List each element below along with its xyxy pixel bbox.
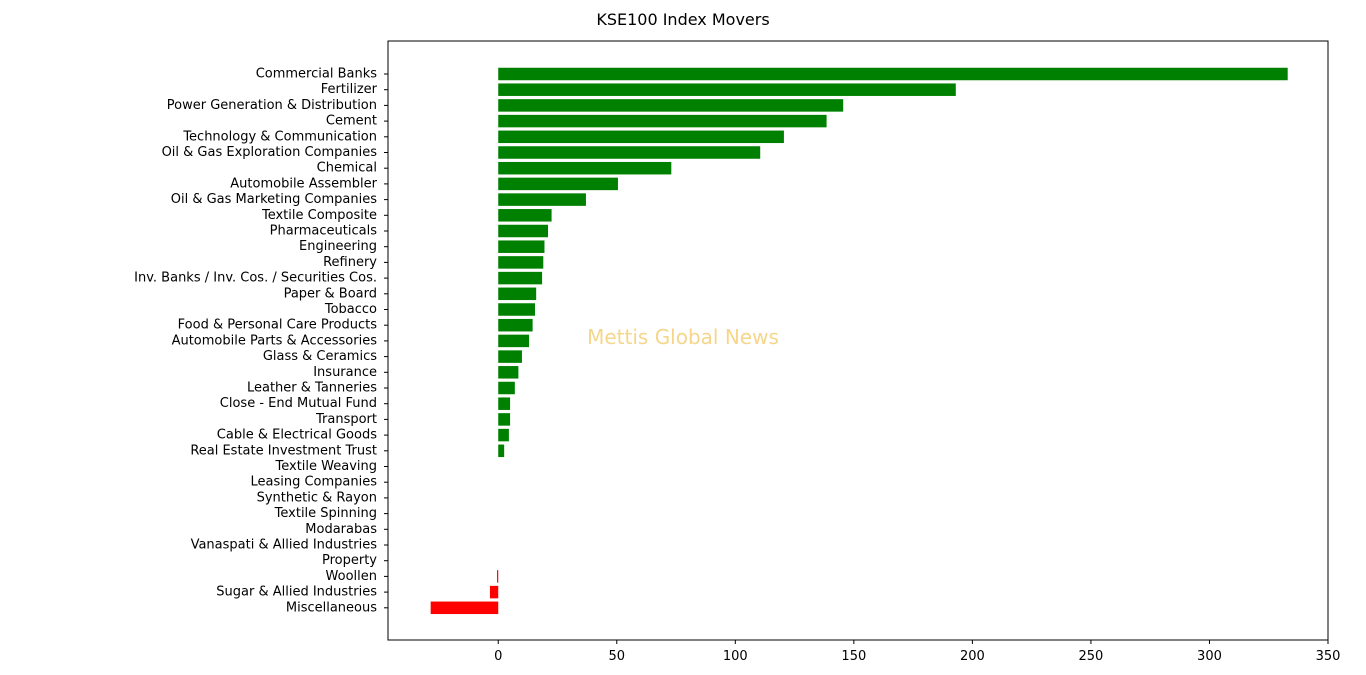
bar [498, 161, 672, 175]
y-tick-label: Oil & Gas Marketing Companies [171, 192, 377, 207]
y-tick-label: Vanaspati & Allied Industries [191, 538, 378, 553]
y-tick-label: Paper & Board [284, 286, 377, 301]
bar [498, 287, 537, 301]
bar [498, 99, 844, 112]
y-tick-label: Inv. Banks / Inv. Cos. / Securities Cos. [134, 271, 377, 286]
y-tick-label: Textile Spinning [274, 506, 377, 521]
bar [498, 271, 543, 285]
bar [498, 303, 535, 316]
y-tick-label: Automobile Assembler [230, 176, 377, 191]
bar [498, 318, 533, 332]
y-tick-label: Leasing Companies [250, 475, 377, 490]
y-tick-label: Leather & Tanneries [247, 381, 377, 396]
x-tick-label: 250 [1079, 649, 1104, 664]
bar [498, 397, 511, 410]
y-tick-label: Real Estate Investment Trust [190, 443, 377, 458]
bar [498, 177, 618, 191]
y-tick-label: Insurance [313, 365, 377, 380]
y-tick-label: Power Generation & Distribution [167, 98, 377, 113]
y-tick-label: Tobacco [324, 302, 377, 317]
x-tick-label: 350 [1316, 649, 1341, 664]
y-tick-label: Automobile Parts & Accessories [172, 333, 378, 348]
y-tick-label: Cable & Electrical Goods [217, 428, 377, 443]
bars-group [430, 67, 1288, 615]
bar [498, 114, 827, 128]
y-tick-label: Refinery [323, 255, 377, 270]
bar [498, 256, 544, 269]
x-tick-label: 300 [1197, 649, 1222, 664]
bar [498, 146, 761, 159]
y-tick-label: Oil & Gas Exploration Companies [162, 145, 378, 160]
x-tick-label: 150 [841, 649, 866, 664]
y-tick-label: Textile Weaving [275, 459, 378, 474]
y-tick-label: Glass & Ceramics [263, 349, 377, 364]
bar [497, 570, 499, 583]
bar [498, 224, 549, 238]
y-tick-label: Miscellaneous [286, 600, 377, 615]
bar [498, 193, 586, 206]
y-tick-label: Technology & Communication [182, 129, 377, 144]
y-tick-label: Close - End Mutual Fund [220, 396, 377, 411]
bar [498, 67, 1288, 81]
bar [498, 366, 519, 379]
bar [498, 413, 511, 426]
y-tick-label: Cement [326, 114, 377, 129]
y-tick-label: Synthetic & Rayon [257, 490, 377, 505]
bar [489, 585, 499, 599]
bar [498, 83, 956, 96]
bar [430, 601, 499, 615]
bar [498, 240, 545, 253]
bar [498, 381, 515, 395]
x-tick-label: 100 [723, 649, 748, 664]
y-tick-label: Engineering [299, 239, 377, 254]
y-tick-label: Commercial Banks [256, 67, 378, 82]
y-tick-label: Chemical [317, 161, 377, 176]
x-tick-label: 0 [494, 649, 502, 664]
bar [498, 334, 530, 348]
y-tick-label: Modarabas [305, 522, 377, 537]
x-tick-label: 200 [960, 649, 985, 664]
y-tick-label: Sugar & Allied Industries [216, 585, 377, 600]
y-tick-label: Textile Composite [261, 208, 377, 223]
x-tick-label: 50 [609, 649, 626, 664]
y-tick-label: Woollen [326, 569, 377, 584]
chart-title: KSE100 Index Movers [596, 10, 770, 29]
y-tick-label: Transport [315, 412, 377, 427]
bar [498, 350, 522, 363]
bar [498, 209, 552, 222]
x-axis: 0 50 100 150 200 250 300 350 [494, 640, 1340, 664]
bar [498, 444, 505, 458]
y-tick-label: Pharmaceuticals [270, 224, 378, 239]
y-tick-label: Food & Personal Care Products [178, 318, 378, 333]
bar [498, 130, 784, 144]
y-tick-label: Fertilizer [321, 82, 378, 97]
bar [498, 428, 509, 442]
watermark-text: Mettis Global News [587, 325, 779, 349]
y-tick-label: Property [322, 553, 377, 568]
